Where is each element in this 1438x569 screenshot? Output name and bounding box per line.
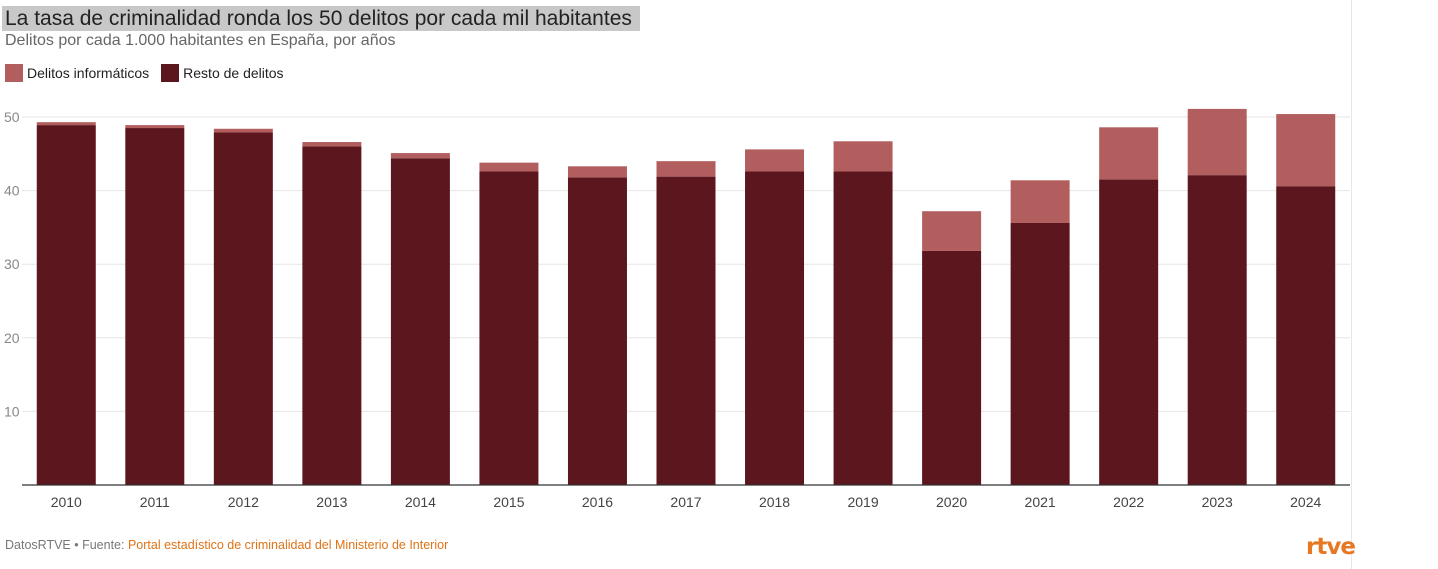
x-tick-label-2012: 2012 <box>228 494 259 510</box>
y-tick-label-50: 50 <box>4 109 20 125</box>
bar-resto-2010 <box>36 125 96 485</box>
legend-swatch-informaticos <box>5 64 23 82</box>
y-tick-label-40: 40 <box>4 183 20 199</box>
x-tick-label-2021: 2021 <box>1025 494 1056 510</box>
bar-informaticos-2016 <box>567 166 627 178</box>
x-tick-label-2011: 2011 <box>140 494 170 510</box>
bar-informaticos-2013 <box>302 142 362 147</box>
bar-informaticos-2020 <box>922 211 982 251</box>
x-tick-label-2019: 2019 <box>847 494 878 510</box>
footer: DatosRTVE • Fuente: Portal estadístico d… <box>5 538 448 552</box>
bar-resto-2022 <box>1099 179 1159 485</box>
rtve-logo: rtve <box>1306 534 1356 560</box>
bar-informaticos-2024 <box>1276 114 1336 187</box>
bar-resto-2024 <box>1276 186 1336 485</box>
bar-informaticos-2011 <box>125 125 185 129</box>
x-tick-label-2020: 2020 <box>936 494 967 510</box>
x-tick-label-2013: 2013 <box>316 494 347 510</box>
bar-informaticos-2022 <box>1099 127 1159 180</box>
bar-informaticos-2023 <box>1187 108 1247 176</box>
bar-resto-2023 <box>1187 175 1247 486</box>
source-link[interactable]: Portal estadístico de criminalidad del M… <box>127 538 449 552</box>
bar-resto-2017 <box>656 176 716 485</box>
x-tick-label-2024: 2024 <box>1290 494 1321 510</box>
bar-resto-2016 <box>567 177 627 486</box>
x-tick-label-2010: 2010 <box>51 494 82 510</box>
bar-informaticos-2014 <box>390 153 450 159</box>
legend-item-informaticos[interactable]: Delitos informáticos <box>5 64 149 82</box>
bar-informaticos-2010 <box>36 122 96 126</box>
bar-resto-2012 <box>213 132 273 485</box>
legend-label-resto: Resto de delitos <box>183 65 284 81</box>
bar-resto-2020 <box>922 250 982 485</box>
bar-resto-2018 <box>745 171 805 486</box>
legend-label-informaticos: Delitos informáticos <box>27 65 150 81</box>
bar-resto-2015 <box>479 171 539 486</box>
bar-resto-2014 <box>390 158 450 485</box>
x-tick-label-2023: 2023 <box>1202 494 1233 510</box>
bar-resto-2013 <box>302 146 362 485</box>
bar-informaticos-2021 <box>1010 180 1070 223</box>
legend-swatch-resto <box>161 64 180 82</box>
bar-informaticos-2012 <box>213 128 273 133</box>
y-tick-label-30: 30 <box>4 256 20 272</box>
bar-chart: 10 20 30 40 50 2010 2011 2012 2013 2014 2015 2016 20… <box>4 108 1350 510</box>
footer-credit: DatosRTVE • Fuente: <box>5 538 128 552</box>
legend-item-resto[interactable]: Resto de delitos <box>161 64 284 82</box>
bar-resto-2019 <box>833 171 893 486</box>
legend: Delitos informáticos Resto de delitos <box>5 64 296 82</box>
chart-frame: La tasa de criminalidad ronda los 50 del… <box>2 0 1352 569</box>
x-tick-label-2014: 2014 <box>405 494 436 510</box>
x-tick-label-2022: 2022 <box>1113 494 1144 510</box>
chart-subtitle: Delitos por cada 1.000 habitantes en Esp… <box>5 32 396 49</box>
title-wrap: La tasa de criminalidad ronda los 50 del… <box>2 6 640 31</box>
bar-resto-2021 <box>1010 222 1070 485</box>
bar-informaticos-2018 <box>745 149 805 172</box>
x-tick-label-2015: 2015 <box>493 494 524 510</box>
y-tick-label-20: 20 <box>4 330 20 346</box>
x-tick-label-2018: 2018 <box>759 494 790 510</box>
bar-informaticos-2019 <box>833 141 893 172</box>
x-tick-label-2016: 2016 <box>582 494 613 510</box>
bar-resto-2011 <box>125 128 185 486</box>
bar-informaticos-2017 <box>656 161 716 177</box>
bar-informaticos-2015 <box>479 162 539 172</box>
y-tick-label-10: 10 <box>4 403 20 419</box>
x-tick-label-2017: 2017 <box>670 494 701 510</box>
chart-title: La tasa de criminalidad ronda los 50 del… <box>2 6 640 31</box>
